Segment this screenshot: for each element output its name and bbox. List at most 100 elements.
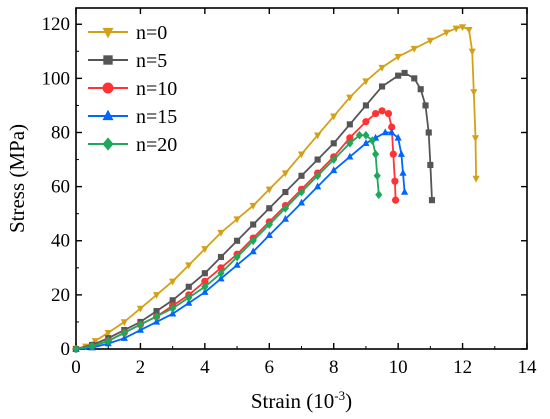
data-point [233, 252, 241, 262]
data-point [234, 237, 241, 244]
data-point [91, 338, 99, 346]
data-point [400, 187, 409, 195]
data-point [388, 128, 396, 136]
data-point [371, 109, 380, 118]
data-point [388, 123, 396, 131]
series-line [75, 72, 433, 350]
data-point [281, 214, 289, 222]
data-point [169, 297, 176, 304]
series-line [75, 131, 406, 350]
data-point [152, 292, 161, 300]
data-point [378, 107, 386, 115]
data-point [384, 109, 393, 118]
data-point [391, 196, 400, 204]
data-point [417, 86, 424, 93]
data-point [394, 133, 402, 141]
x-tick-label: 6 [265, 357, 275, 378]
data-point [265, 186, 273, 194]
data-point [375, 190, 383, 200]
data-point [399, 168, 407, 176]
legend-marker [102, 82, 114, 94]
legend-label: n=15 [136, 106, 177, 128]
data-point [314, 171, 322, 181]
data-point [381, 128, 389, 136]
x-axis-title-exponent: -3 [334, 388, 345, 403]
data-point [169, 309, 177, 317]
data-point [362, 130, 370, 140]
data-point [249, 247, 257, 255]
data-point [265, 220, 273, 229]
data-point [233, 216, 241, 224]
data-point [378, 83, 386, 90]
data-point [265, 231, 273, 239]
data-point [362, 139, 370, 147]
legend-label: n=0 [136, 22, 167, 44]
series-n-0 [72, 24, 480, 354]
data-point [314, 156, 321, 163]
data-point [104, 330, 112, 337]
x-tick-label: 14 [518, 357, 538, 378]
data-point [281, 203, 289, 213]
y-tick-label: 60 [51, 177, 70, 198]
data-point [136, 325, 145, 333]
data-point [217, 274, 225, 282]
y-tick-label: 20 [51, 285, 70, 306]
x-axis-title-main: Strain (10 [251, 389, 334, 413]
data-point [426, 37, 434, 45]
x-axis-title-close: ) [345, 389, 352, 413]
data-point [362, 102, 369, 109]
data-point [452, 25, 460, 33]
data-point [72, 344, 80, 354]
data-point [371, 149, 380, 159]
legend-entry: n=0 [88, 22, 167, 44]
data-point [330, 113, 338, 121]
data-point [465, 26, 473, 34]
data-point [428, 197, 436, 204]
data-point [136, 305, 145, 313]
data-point [185, 293, 193, 302]
legend-label: n=10 [136, 78, 177, 100]
data-point [397, 150, 405, 157]
data-point [346, 152, 354, 160]
data-point [470, 89, 478, 97]
data-point [314, 132, 322, 140]
data-point [297, 198, 306, 206]
data-point [88, 341, 96, 351]
data-point [201, 282, 209, 292]
data-point [410, 45, 418, 53]
data-point [120, 328, 128, 338]
data-point [185, 298, 193, 306]
data-point [282, 188, 289, 196]
data-point [368, 136, 376, 145]
data-point [217, 229, 225, 237]
legend-entry: n=5 [88, 50, 167, 72]
data-point [389, 150, 397, 158]
data-point [346, 138, 354, 148]
data-point [378, 64, 386, 72]
data-point [373, 171, 381, 181]
x-tick-label: 10 [389, 357, 408, 378]
data-point [169, 304, 177, 313]
data-point [201, 288, 209, 295]
data-point [250, 221, 257, 228]
data-point [314, 182, 322, 190]
data-point [442, 29, 451, 37]
data-point [394, 54, 402, 61]
data-point [152, 317, 161, 325]
y-tick-label: 120 [42, 14, 71, 35]
data-point [297, 151, 306, 159]
data-point [104, 336, 112, 346]
y-tick-label: 100 [42, 68, 71, 89]
data-point [411, 75, 418, 82]
data-point [425, 129, 432, 136]
y-axis-title: Stress (MPa) [5, 124, 29, 233]
x-tick-label: 8 [329, 357, 339, 378]
data-point [249, 202, 257, 210]
series-layer [72, 24, 480, 354]
series-n-15 [72, 128, 409, 352]
legend: n=0 n=5 n=10 n=15 n=20 [88, 22, 177, 156]
legend-entry: n=10 [88, 78, 177, 100]
data-point [401, 69, 408, 77]
data-point [427, 161, 434, 169]
x-tick-label: 4 [200, 357, 210, 378]
